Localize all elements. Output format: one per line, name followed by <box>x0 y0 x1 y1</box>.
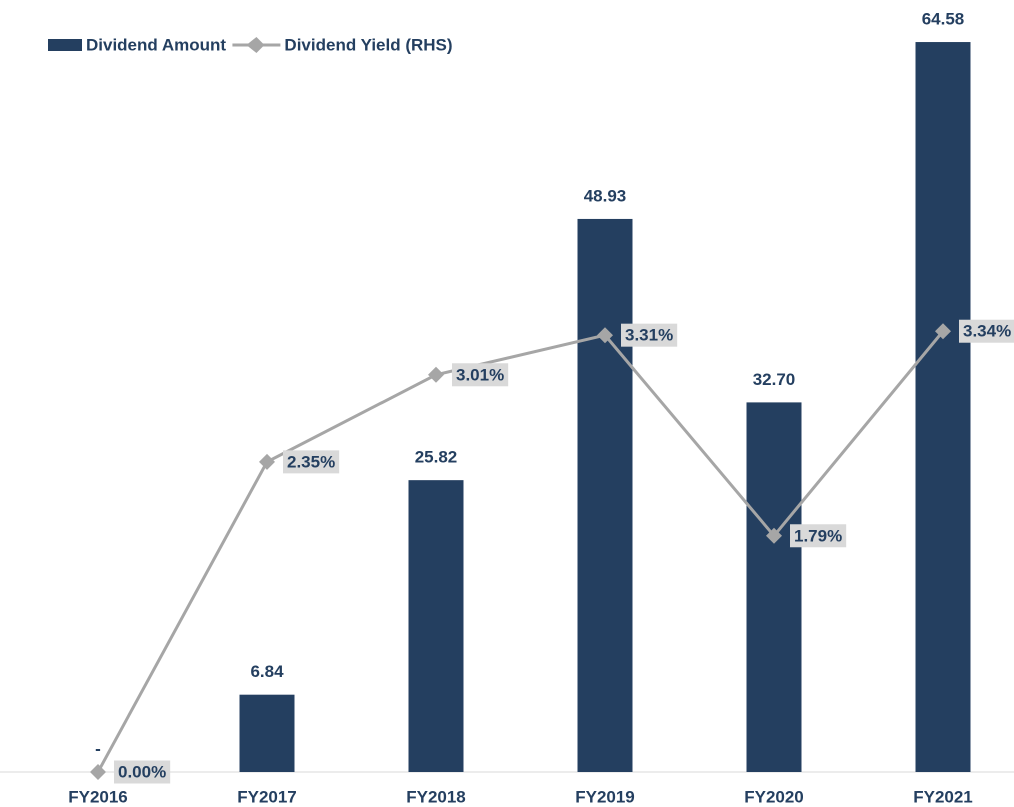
bar <box>746 402 802 772</box>
legend-label: Dividend Amount <box>86 35 226 54</box>
legend-label: Dividend Yield (RHS) <box>284 35 452 54</box>
yield-value-label: 3.31% <box>625 326 673 345</box>
bar-value-label: 48.93 <box>584 186 627 205</box>
x-tick-label: FY2021 <box>913 787 973 806</box>
bar-value-label: 6.84 <box>250 662 284 681</box>
bar-value-label: 64.58 <box>922 10 965 29</box>
yield-label-box <box>114 760 171 784</box>
yield-label-box <box>452 363 509 387</box>
yield-value-label: 2.35% <box>287 452 335 471</box>
bar <box>239 694 295 772</box>
bar <box>408 480 464 772</box>
yield-marker <box>90 764 106 780</box>
yield-label-box <box>959 319 1014 343</box>
bar-value-label: 25.82 <box>415 448 458 467</box>
yield-label-box <box>790 524 847 548</box>
bar <box>577 218 633 772</box>
bar <box>915 42 971 773</box>
x-tick-label: FY2018 <box>406 787 466 806</box>
yield-label-box <box>621 323 678 347</box>
yield-marker <box>428 366 444 383</box>
legend-marker <box>250 39 263 51</box>
x-tick-label: FY2016 <box>68 787 128 806</box>
yield-marker <box>597 327 613 344</box>
yield-label-box <box>283 450 340 474</box>
legend-swatch <box>48 39 82 51</box>
yield-marker <box>259 453 275 470</box>
x-tick-label: FY2020 <box>744 787 804 806</box>
yield-marker <box>766 527 782 544</box>
yield-value-label: 1.79% <box>794 526 842 545</box>
yield-value-label: 3.34% <box>963 322 1011 341</box>
yield-value-label: 0.00% <box>118 762 166 781</box>
bar-value-label: 32.70 <box>753 370 796 389</box>
yield-line <box>96 330 945 773</box>
x-tick-label: FY2019 <box>575 787 635 806</box>
yield-marker <box>935 323 951 340</box>
x-tick-label: FY2017 <box>237 787 297 806</box>
bar-value-label: - <box>95 739 101 758</box>
yield-value-label: 3.01% <box>456 365 504 384</box>
